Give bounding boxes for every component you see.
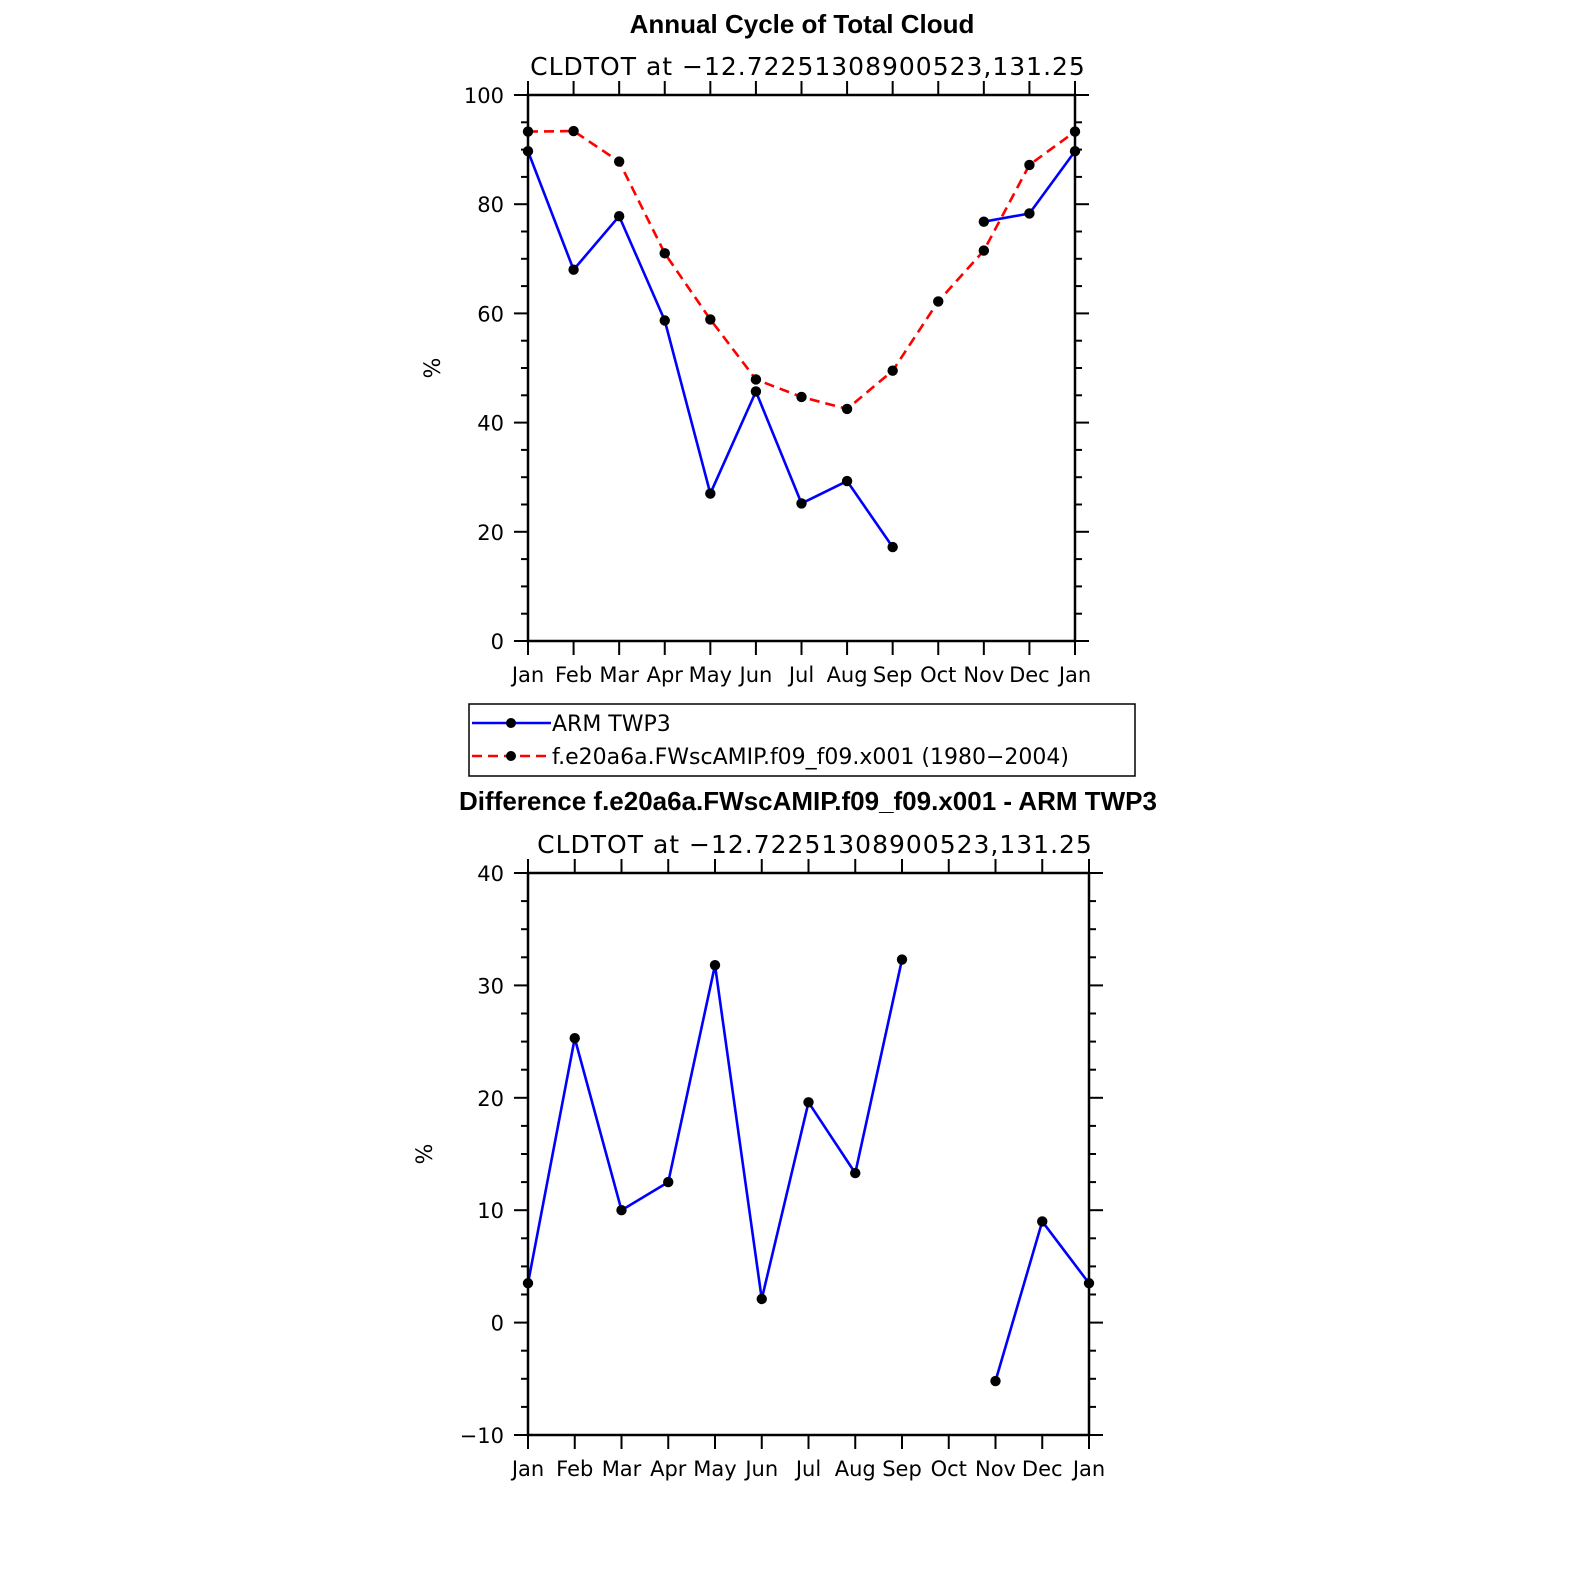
p1-ytick-label: 80 [477, 193, 504, 217]
p1-xtick-label: Aug [827, 663, 868, 687]
p1-series-1-point [659, 248, 670, 259]
legend-marker-arm [506, 718, 516, 728]
p2-ytick-label: 30 [477, 974, 504, 998]
legend: ARM TWP3 f.e20a6a.FWscAMIP.f09_f09.x001 … [468, 703, 1136, 777]
p1-series-1-point [978, 245, 990, 256]
p1-xtick-label: Jul [787, 663, 814, 687]
p1-ytick-label: 40 [477, 412, 504, 436]
p2-series-0-point [803, 1097, 814, 1108]
annual-cycle-subtitle: CLDTOT at −12.72251308900523,131.25 [530, 52, 1086, 81]
p1-ytick-label: 100 [464, 84, 504, 108]
difference-panel: Difference f.e20a6a.FWscAMIP.f09_f09.x00… [413, 786, 1157, 1481]
p2-series-0-point [569, 1033, 580, 1044]
annual-cycle-title: Annual Cycle of Total Cloud [630, 9, 975, 39]
p2-series-0-line [994, 1220, 1091, 1382]
p1-series-0-point [705, 488, 716, 499]
p2-xtick-label: Sep [882, 1457, 922, 1481]
p2-xtick-label: Jul [794, 1457, 821, 1481]
p2-xtick-label: Jan [510, 1457, 544, 1481]
annual-cycle-panel: Annual Cycle of Total Cloud CLDTOT at −1… [421, 9, 1091, 687]
difference-title: Difference f.e20a6a.FWscAMIP.f09_f09.x00… [459, 786, 1157, 816]
p1-series-1-point [705, 314, 716, 325]
p2-series-0-point [1037, 1216, 1048, 1227]
p1-series-0-point [1024, 208, 1035, 219]
p2-xtick-label: Jun [743, 1457, 778, 1481]
p2-ytick-label: −10 [460, 1424, 504, 1448]
p1-series-1-line [527, 129, 1076, 411]
p1-ytick-label: 60 [477, 302, 504, 326]
legend-box [468, 703, 1136, 777]
p1-series-0-point [613, 211, 625, 222]
annual-cycle-ylabel: % [421, 358, 446, 379]
p2-ytick-label: 40 [477, 862, 504, 886]
difference-subtitle: CLDTOT at −12.72251308900523,131.25 [537, 830, 1093, 859]
p2-xtick-label: Apr [650, 1457, 687, 1481]
p2-xtick-label: Jan [1071, 1457, 1105, 1481]
p1-xtick-label: Mar [599, 663, 639, 687]
p1-xtick-label: Nov [963, 663, 1004, 687]
difference-ylabel: % [413, 1144, 438, 1165]
p1-xtick-label: Jan [1057, 663, 1091, 687]
p1-series-1-point [887, 365, 898, 376]
p2-ytick-label: 10 [477, 1199, 504, 1223]
p1-xtick-label: Feb [555, 663, 592, 687]
p1-series-1-point [841, 403, 853, 415]
p1-series-0-point [796, 498, 807, 509]
p1-ytick-label: 20 [477, 521, 504, 545]
p1-xtick-label: Oct [920, 663, 956, 687]
p1-series-1-point [613, 156, 625, 167]
p1-xtick-label: Jun [738, 663, 773, 687]
annual-cycle-plot-frame [526, 93, 1077, 643]
p1-xtick-label: May [689, 663, 732, 687]
p1-series-0-point [978, 216, 990, 227]
legend-label-model: f.e20a6a.FWscAMIP.f09_f09.x001 (1980−200… [552, 745, 1069, 770]
p2-series-0-point [990, 1375, 1001, 1387]
p2-xtick-label: Mar [602, 1457, 642, 1481]
p1-series-1-point [568, 125, 579, 137]
p1-series-1-point [1024, 159, 1035, 171]
p1-series-0-point [659, 315, 670, 326]
p1-xtick-label: Sep [873, 663, 913, 687]
p1-ytick-label: 0 [491, 630, 504, 654]
legend-marker-model [506, 751, 516, 761]
p2-series-0-point [896, 954, 908, 965]
p1-series-0-point [568, 264, 579, 275]
p2-xtick-label: Nov [975, 1457, 1016, 1481]
p2-xtick-label: Dec [1022, 1457, 1063, 1481]
p1-xtick-label: Apr [647, 663, 684, 687]
p2-series-0-line [526, 959, 904, 1301]
p2-ytick-label: 0 [491, 1312, 504, 1336]
p1-series-0-point [750, 386, 762, 397]
p1-series-0-line [526, 150, 894, 548]
p1-xtick-label: Jan [510, 663, 544, 687]
p1-xtick-label: Dec [1009, 663, 1050, 687]
p1-series-0-point [887, 541, 898, 553]
p2-xtick-label: Oct [931, 1457, 967, 1481]
p2-series-0-point [616, 1205, 627, 1216]
p2-ytick-label: 20 [477, 1087, 504, 1111]
p2-xtick-label: Aug [835, 1457, 876, 1481]
p1-series-1-point [933, 296, 944, 307]
legend-label-arm: ARM TWP3 [552, 712, 671, 737]
p2-series-0-point [663, 1176, 674, 1188]
p2-xtick-label: Feb [556, 1457, 593, 1481]
p1-series-1-point [796, 391, 807, 403]
difference-plot-frame [526, 871, 1091, 1437]
p1-series-0-point [841, 475, 853, 487]
p2-series-0-point [709, 959, 721, 971]
p2-series-0-point [850, 1167, 861, 1179]
p2-xtick-label: May [693, 1457, 736, 1481]
p2-series-0-point [756, 1293, 767, 1305]
p1-series-1-point [750, 374, 762, 385]
